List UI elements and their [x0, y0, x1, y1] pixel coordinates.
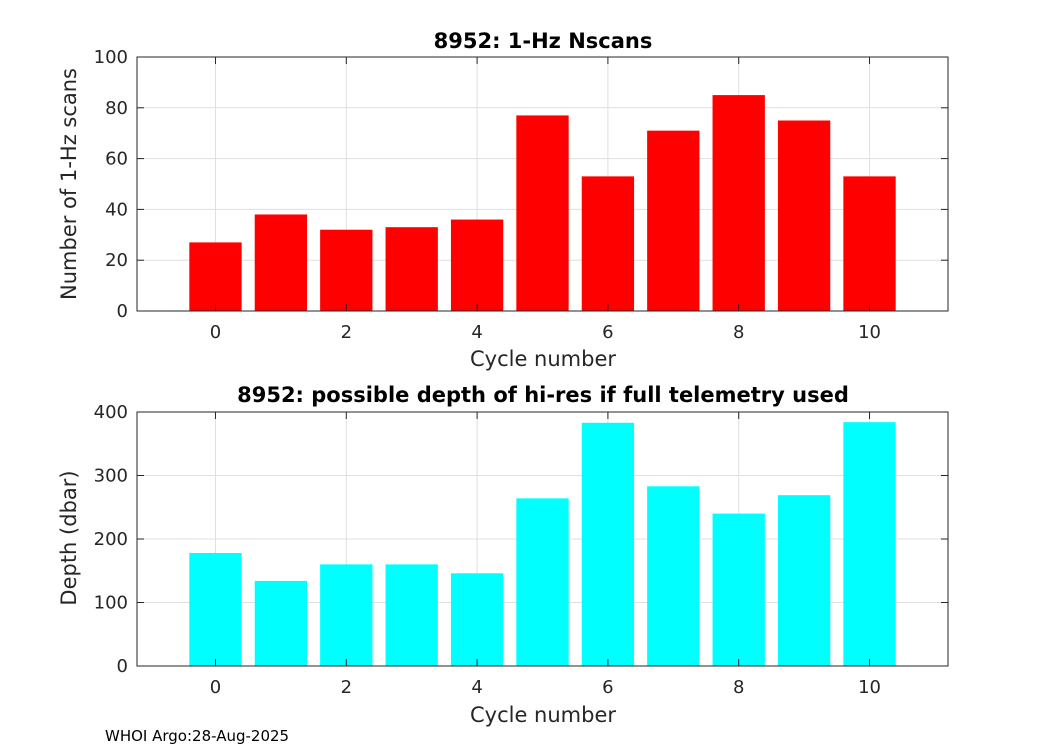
y-tick-label: 100: [94, 593, 128, 614]
bar: [450, 573, 504, 666]
bar: [385, 227, 438, 311]
bar: [320, 229, 373, 311]
x-axis-label: Cycle number: [470, 703, 616, 727]
bar: [516, 115, 569, 311]
y-tick-label: 300: [94, 466, 128, 487]
chart-title: 8952: possible depth of hi-res if full t…: [237, 383, 849, 407]
footer-stamp: WHOI Argo:28-Aug-2025: [105, 727, 289, 745]
y-tick-label: 0: [117, 301, 128, 322]
bar: [189, 552, 242, 666]
bar: [843, 176, 896, 311]
x-axis-label: Cycle number: [470, 347, 616, 371]
bar: [385, 564, 438, 666]
bar: [516, 498, 569, 666]
bar: [254, 580, 308, 666]
bar: [843, 422, 896, 666]
bar: [581, 176, 635, 311]
bar: [189, 242, 242, 311]
bar: [777, 495, 831, 666]
bar: [581, 422, 635, 666]
bar: [777, 120, 831, 311]
bar: [647, 130, 700, 311]
y-tick-label: 40: [105, 199, 128, 220]
y-tick-label: 0: [117, 656, 128, 677]
x-tick-label: 10: [858, 322, 881, 343]
x-tick-label: 8: [733, 322, 744, 343]
x-tick-label: 8: [733, 677, 744, 698]
chart-hires-depth: 8952: possible depth of hi-res if full t…: [57, 383, 949, 727]
x-tick-label: 0: [210, 677, 221, 698]
y-tick-label: 60: [105, 149, 128, 170]
x-tick-label: 6: [602, 322, 613, 343]
x-tick-label: 2: [341, 677, 352, 698]
y-axis-label: Number of 1-Hz scans: [57, 68, 81, 300]
y-tick-label: 400: [94, 402, 128, 423]
bar: [712, 95, 765, 311]
y-tick-label: 100: [94, 47, 128, 68]
bar: [647, 486, 700, 666]
y-tick-label: 80: [105, 98, 128, 119]
bar: [450, 219, 504, 311]
y-tick-label: 20: [105, 250, 128, 271]
bar: [254, 214, 308, 311]
x-tick-label: 4: [471, 322, 482, 343]
bar: [320, 564, 373, 666]
y-axis-label: Depth (dbar): [57, 470, 81, 605]
chart-nscans: 8952: 1-Hz Nscans Cycle number Number of…: [57, 29, 949, 371]
x-tick-label: 4: [471, 677, 482, 698]
y-tick-label: 200: [94, 529, 128, 550]
x-tick-label: 0: [210, 322, 221, 343]
bar: [712, 513, 765, 666]
x-tick-label: 6: [602, 677, 613, 698]
chart-title: 8952: 1-Hz Nscans: [434, 29, 653, 53]
axes-frame: [136, 56, 949, 312]
x-tick-label: 2: [341, 322, 352, 343]
x-tick-label: 10: [858, 677, 881, 698]
